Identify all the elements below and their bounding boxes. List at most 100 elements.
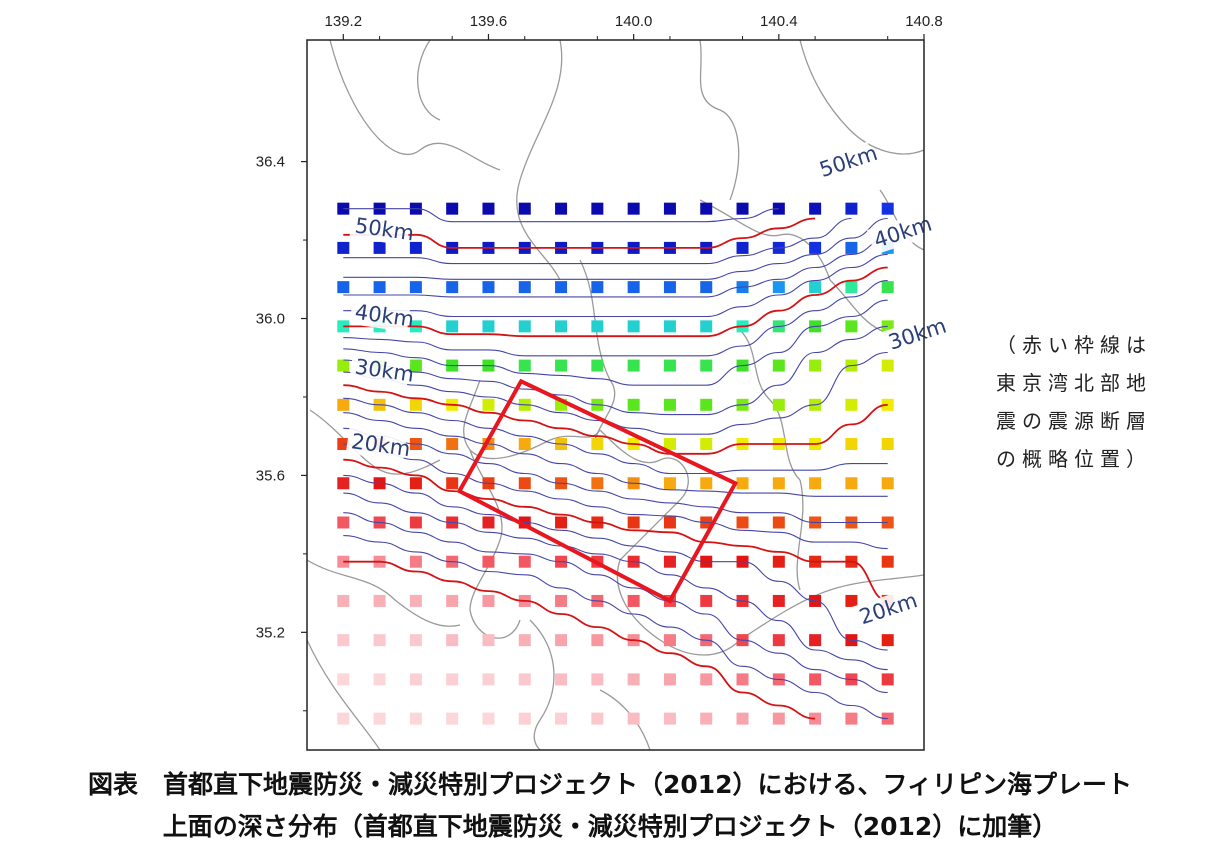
depth-cell	[337, 673, 350, 686]
depth-cell	[772, 516, 785, 529]
depth-cell	[591, 320, 604, 333]
contour-label-bg	[349, 298, 411, 332]
fault-box-layer	[456, 378, 739, 604]
contour-layer	[343, 208, 888, 720]
figure-caption: 図表 首都直下地震防災・減災特別プロジェクト（2012）における、フィリピン海プ…	[0, 764, 1220, 848]
contour-label-bg	[881, 314, 945, 357]
depth-cell	[736, 202, 749, 215]
coastline	[659, 574, 924, 656]
depth-cell	[663, 712, 676, 725]
depth-cell	[663, 202, 676, 215]
y-tick-label: 36.0	[256, 311, 285, 328]
depth-cell	[446, 477, 459, 490]
depth-cell	[518, 359, 531, 372]
depth-cell	[482, 202, 495, 215]
depth-cell	[881, 398, 894, 411]
depth-cell	[627, 594, 640, 607]
depth-cell	[663, 359, 676, 372]
depth-cell	[809, 673, 822, 686]
contour-line	[343, 427, 888, 524]
depth-cell	[772, 634, 785, 647]
note-line: （赤い枠線は	[996, 333, 1152, 357]
depth-cell	[446, 712, 459, 725]
coastline	[739, 329, 801, 481]
depth-cell	[591, 359, 604, 372]
depth-cell	[555, 712, 568, 725]
depth-cell	[373, 673, 386, 686]
depth-cell	[591, 477, 604, 490]
depth-cell	[409, 398, 422, 411]
depth-cell	[591, 202, 604, 215]
depth-cell	[409, 241, 422, 254]
depth-cell	[845, 202, 858, 215]
x-tick-label: 139.2	[325, 13, 363, 30]
depth-cell	[337, 516, 350, 529]
depth-cell	[700, 359, 713, 372]
depth-cell	[736, 673, 749, 686]
depth-cell	[482, 634, 495, 647]
depth-cell	[627, 320, 640, 333]
depth-cell	[809, 281, 822, 294]
depth-cell	[663, 281, 676, 294]
depth-cell	[518, 320, 531, 333]
depth-cell	[555, 202, 568, 215]
depth-cell	[337, 594, 350, 607]
depth-cell	[663, 320, 676, 333]
depth-cell	[482, 555, 495, 568]
depth-cell	[700, 281, 713, 294]
depth-cell	[337, 477, 350, 490]
depth-cell	[518, 281, 531, 294]
contour-line	[343, 443, 888, 550]
depth-cell	[555, 516, 568, 529]
fault-note: （赤い枠線は 東京湾北部地 震の震源断層 の概略位置）	[996, 326, 1196, 478]
x-tick-label: 140.4	[760, 13, 798, 30]
coastline	[699, 40, 740, 201]
depth-cell	[446, 281, 459, 294]
contour-line-major	[343, 560, 816, 720]
depth-cell	[700, 202, 713, 215]
depth-cell	[482, 712, 495, 725]
depth-cell	[627, 516, 640, 529]
x-tick-label: 139.6	[470, 13, 508, 30]
depth-cell	[446, 594, 459, 607]
depth-cell	[700, 320, 713, 333]
depth-cell	[409, 359, 422, 372]
coastline	[599, 429, 689, 501]
depth-cell	[845, 281, 858, 294]
caption-line-2: 上面の深さ分布（首都直下地震防災・減災特別プロジェクト（2012）に加筆）	[162, 812, 1058, 841]
contour-label-bg	[852, 588, 916, 632]
depth-cell	[881, 555, 894, 568]
depth-cell	[555, 281, 568, 294]
depth-cell	[663, 516, 676, 529]
x-tick-label: 140.0	[615, 13, 653, 30]
depth-cell	[845, 438, 858, 451]
contour-line	[343, 237, 888, 298]
fault-box	[456, 378, 739, 604]
depth-cell	[736, 712, 749, 725]
coastline	[699, 199, 831, 281]
depth-cell	[555, 320, 568, 333]
contour-label-bg	[345, 427, 407, 462]
depth-cell	[772, 398, 785, 411]
depth-cell	[700, 477, 713, 490]
depth-cell	[700, 673, 713, 686]
depth-cell	[627, 281, 640, 294]
depth-cell	[700, 398, 713, 411]
depth-cell	[845, 477, 858, 490]
depth-cell	[881, 477, 894, 490]
contour-line	[343, 299, 888, 386]
depth-cell	[409, 712, 422, 725]
contour-line	[343, 217, 888, 280]
axis-ticks: 139.2 139.6 140.0 140.4 140.8 36.4 36.0 35.6 35.…	[256, 13, 943, 712]
depth-cell	[373, 594, 386, 607]
depth-cell	[663, 673, 676, 686]
depth-cell	[409, 634, 422, 647]
contour-label-bg	[349, 353, 411, 387]
depth-cell	[446, 673, 459, 686]
depth-cell	[845, 241, 858, 254]
depth-cell	[700, 712, 713, 725]
contour-line	[343, 535, 888, 720]
depth-cell	[409, 281, 422, 294]
depth-cell	[809, 634, 822, 647]
